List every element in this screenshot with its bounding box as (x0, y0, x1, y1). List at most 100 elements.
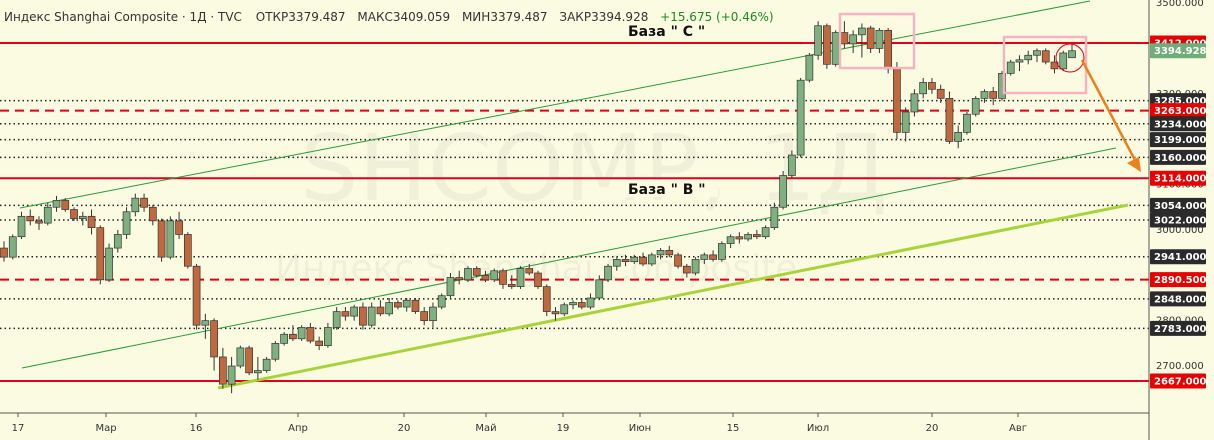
candle (148, 204, 157, 226)
candle (499, 268, 507, 289)
date-tick-label: 20 (398, 423, 411, 434)
candle (8, 234, 17, 260)
candle (43, 202, 52, 226)
level-tag-bg (1150, 197, 1206, 213)
candle-body (989, 91, 998, 99)
candle-body (113, 234, 122, 249)
candle (113, 229, 122, 253)
candle (919, 77, 928, 99)
candle (254, 356, 262, 380)
close-stat: ЗАКР3394.928 (559, 10, 648, 24)
candle (437, 293, 446, 310)
candle (96, 225, 105, 285)
candle (1033, 48, 1041, 63)
candle (455, 270, 464, 285)
level-tag-label: 3285.000 (1154, 96, 1207, 107)
time-axis[interactable]: 17 Мар 16 Апр 20 Май 19 Июн 15 Июл 20 Авг (0, 412, 1149, 434)
candle-body (315, 340, 323, 346)
symbol-title[interactable]: Индекс Shanghai Composite · 1Д · TVC (4, 10, 242, 24)
candle (884, 28, 893, 74)
candle (402, 297, 411, 312)
price-axis[interactable]: 3500.0003300.0003100.0003000.0002800.000… (1148, 0, 1214, 440)
candle-body (236, 347, 245, 367)
open-value: 3379.487 (288, 10, 346, 24)
high-stat: МАКС3409.059 (357, 10, 450, 24)
candle-body (542, 286, 551, 312)
candle-body (577, 302, 586, 308)
candle-body (586, 297, 595, 308)
candle (1050, 55, 1059, 74)
candle (394, 300, 402, 310)
channel-lower-line (21, 147, 1117, 369)
candle (998, 71, 1006, 101)
candle-body (52, 200, 61, 208)
candle (280, 332, 288, 346)
candle-body (639, 256, 647, 265)
base-c-label: База " C " (628, 24, 705, 40)
candle (61, 198, 70, 212)
candle (682, 263, 691, 278)
candle-body (481, 274, 490, 281)
candle (490, 268, 499, 283)
support-line (217, 203, 1129, 390)
candle (271, 341, 280, 362)
candle-body (429, 306, 437, 322)
high-value: 3409.059 (392, 10, 451, 24)
level-tag-bg (1150, 320, 1206, 336)
candle (183, 232, 192, 269)
candle-body (604, 265, 612, 281)
candle (560, 302, 569, 317)
chart-header: Индекс Shanghai Composite · 1Д · TVC ОТК… (4, 10, 774, 24)
candle-body (840, 32, 849, 45)
level-tag-label: 2941.000 (1154, 252, 1207, 263)
candle-body (254, 370, 262, 374)
candle (70, 207, 78, 221)
candle-body (630, 256, 639, 263)
candle-body (971, 98, 980, 115)
candle-body (507, 284, 516, 287)
channel-upper-line (19, 0, 1091, 209)
candle (227, 356, 236, 394)
candle (901, 107, 910, 142)
candle-body (691, 259, 700, 274)
recent-highlight-box (1002, 35, 1088, 95)
level-tag-bg (1150, 170, 1206, 186)
candle (446, 273, 455, 298)
candle (411, 297, 420, 314)
candle-body (350, 306, 359, 317)
candle-body (1024, 54, 1033, 61)
candle-body (849, 34, 857, 45)
candle-body (893, 68, 901, 133)
candle-body (332, 311, 341, 328)
candle (17, 211, 26, 239)
date-tick-label: 16 (190, 423, 203, 434)
candle (577, 297, 586, 310)
candle-body (858, 27, 866, 36)
level-tag-label: 3022.000 (1154, 215, 1207, 226)
candle (534, 270, 542, 289)
candle-body (665, 249, 674, 256)
level-tag-bg (1150, 291, 1206, 307)
candle-body (831, 32, 840, 65)
candle (0, 241, 8, 262)
candle-body (980, 91, 989, 99)
level-tag-bg (1150, 116, 1206, 132)
candle (166, 216, 175, 260)
candle-body (656, 249, 665, 256)
candle (910, 89, 919, 117)
level-tag-bg (1150, 103, 1206, 119)
candle (814, 21, 822, 60)
candle-body (262, 358, 271, 371)
candle (201, 313, 210, 339)
candle (595, 275, 604, 301)
candle (875, 28, 884, 53)
candle (779, 170, 787, 210)
candle (332, 307, 341, 330)
candle-body (1059, 52, 1068, 70)
candle-body (744, 234, 752, 240)
candle-body (245, 347, 253, 374)
candle-body (516, 268, 525, 287)
candle-body (183, 234, 192, 267)
candle-body (385, 302, 394, 315)
last-price-tag-bg (1150, 43, 1206, 59)
